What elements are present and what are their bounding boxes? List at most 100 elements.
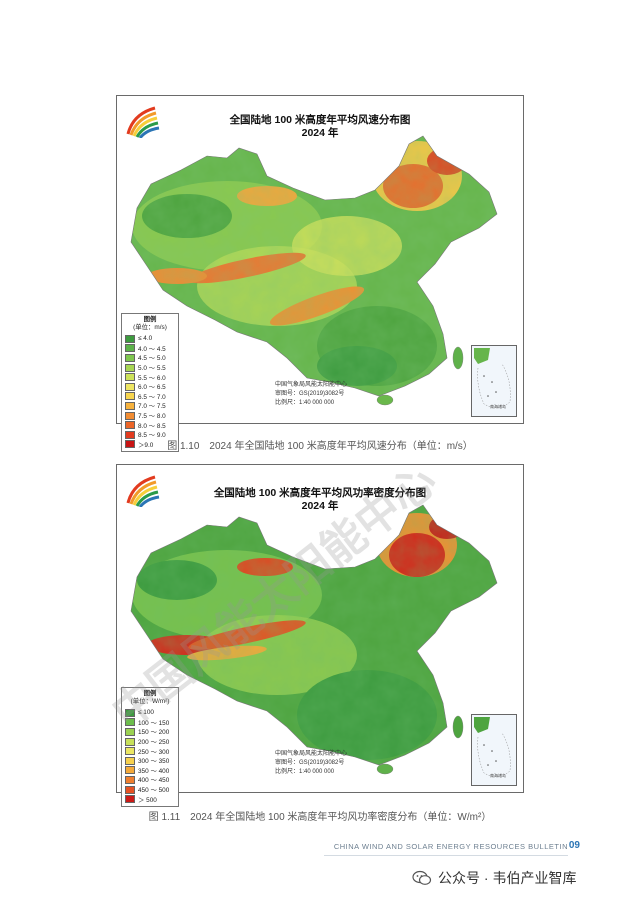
wind-speed-terrain: [130, 135, 498, 406]
map-title-line1: 全国陆地 100 米高度年平均风速分布图: [229, 114, 411, 126]
legend-swatch: [125, 392, 135, 401]
legend-item: 4.0 ～ 4.5: [125, 344, 175, 354]
legend-label: 4.0 ～ 4.5: [138, 345, 166, 353]
inset-label: 南海诸岛: [490, 404, 506, 409]
inset-label: 南海诸岛: [490, 773, 506, 778]
wind-speed-map: 全国陆地 100 米高度年平均风速分布图 2024 年 图例 (单位：m/s) …: [116, 95, 524, 453]
legend-label: 100 ～ 150: [138, 719, 170, 727]
cma-logo-icon: [126, 475, 160, 507]
legend-swatch: [125, 440, 135, 449]
legend-item: 6.5 ～ 7.0: [125, 392, 175, 402]
legend-swatch: [125, 363, 135, 372]
legend-item: 400 ～ 450: [125, 775, 175, 785]
map-title-year: 2024 年: [301, 127, 339, 139]
legend-label: 400 ～ 450: [138, 777, 170, 785]
legend-swatch: [125, 344, 135, 353]
footer-divider: [324, 855, 568, 856]
legend-title: 图例: [143, 690, 157, 697]
legend-title: 图例: [143, 316, 157, 323]
legend-rows: ≤ 4.0 4.0 ～ 4.5 4.5 ～ 5.0 5.0 ～ 5.5 5.5 ～ 6.…: [125, 334, 175, 449]
legend-label: 450 ～ 500: [138, 787, 170, 795]
map-title-year: 2024 年: [301, 500, 339, 512]
legend-label: 5.0 ～ 5.5: [138, 365, 166, 373]
legend-item: 5.0 ～ 5.5: [125, 363, 175, 373]
credit-scale: 比例尺：1:40 000 000: [275, 769, 335, 775]
legend: 图例 (单位：m/s) ≤ 4.0 4.0 ～ 4.5 4.5 ～ 5.0 5.0 ～…: [121, 313, 179, 453]
bulletin-footer: CHINA WIND AND SOLAR ENERGY RESOURCES BU…: [333, 842, 568, 851]
credit-review-number: 审图号：GS(2019)3082号: [275, 760, 345, 766]
inset-map-icon: [474, 717, 511, 777]
legend-swatch: [125, 708, 135, 717]
map-credit: 中国气象局风能太阳能中心 审图号：GS(2019)3082号 比例尺：1:40 …: [275, 381, 347, 408]
legend-item: 8.5 ～ 9.0: [125, 430, 175, 440]
legend-item: ＞9.0: [125, 440, 175, 450]
legend-label: 350 ～ 400: [138, 767, 170, 775]
legend-item: 150 ～ 200: [125, 727, 175, 737]
legend-label: 200 ～ 250: [138, 739, 170, 747]
legend-item: 100 ～ 150: [125, 718, 175, 728]
legend-swatch: [125, 373, 135, 382]
legend-swatch: [125, 737, 135, 746]
credit-org: 中国气象局风能太阳能中心: [275, 751, 348, 757]
figure-caption: 图 1.11 2024 年全国陆地 100 米高度年平均风功率密度分布（单位：W…: [148, 812, 492, 823]
legend-label: 7.0 ～ 7.5: [138, 403, 166, 411]
legend-swatch: [125, 775, 135, 784]
credit-org: 中国气象局风能太阳能中心: [275, 382, 348, 388]
legend-label: ≤ 100: [138, 709, 154, 717]
legend-swatch: [125, 401, 135, 410]
legend-label: 300 ～ 350: [138, 758, 170, 766]
south-china-sea-inset: 南海诸岛: [471, 714, 517, 786]
legend-label: 5.5 ～ 6.0: [138, 374, 166, 382]
figure-caption: 图 1.10 2024 年全国陆地 100 米高度年平均风速分布（单位：m/s）: [167, 441, 473, 452]
legend-swatch: [125, 727, 135, 736]
legend-swatch: [125, 756, 135, 765]
page-number: 09: [568, 840, 580, 851]
inset-map-icon: [474, 348, 511, 408]
wind-power-terrain: [130, 504, 498, 775]
legend-swatch: [125, 766, 135, 775]
legend-item: 6.0 ～ 6.5: [125, 382, 175, 392]
legend-label: ＞9.0: [138, 441, 154, 449]
legend-swatch: [125, 421, 135, 430]
legend-item: 200 ～ 250: [125, 737, 175, 747]
legend-rows: ≤ 100 100 ～ 150 150 ～ 200 200 ～ 250 250 ～ 30…: [125, 708, 175, 804]
legend-item: 250 ～ 300: [125, 746, 175, 756]
legend-label: 6.0 ～ 6.5: [138, 384, 166, 392]
legend-label: 150 ～ 200: [138, 729, 170, 737]
map-title-line1: 全国陆地 100 米高度年平均风功率密度分布图: [213, 487, 427, 499]
legend-swatch: [125, 747, 135, 756]
legend-label: 6.5 ～ 7.0: [138, 393, 166, 401]
south-china-sea-inset: 南海诸岛: [471, 345, 517, 417]
legend-label: ≤ 4.0: [138, 335, 153, 343]
legend-label: ＞ 500: [138, 796, 157, 804]
legend-label: 250 ～ 300: [138, 748, 170, 756]
map-credit: 中国气象局风能太阳能中心 审图号：GS(2019)3082号 比例尺：1:40 …: [275, 750, 347, 777]
legend-item: 4.5 ～ 5.0: [125, 353, 175, 363]
wechat-account-watermark: 公众号 · 韦伯产业智库: [412, 868, 576, 888]
legend-swatch: [125, 353, 135, 362]
cma-logo-icon: [126, 106, 160, 138]
legend-swatch: [125, 785, 135, 794]
legend-item: ＞ 500: [125, 794, 175, 804]
legend-label: 8.5 ～ 9.0: [138, 432, 166, 440]
credit-review-number: 审图号：GS(2019)3082号: [275, 391, 345, 397]
legend-swatch: [125, 430, 135, 439]
legend-swatch: [125, 411, 135, 420]
legend-item: 7.5 ～ 8.0: [125, 411, 175, 421]
credit-scale: 比例尺：1:40 000 000: [275, 400, 335, 406]
legend-item: 300 ～ 350: [125, 756, 175, 766]
legend-item: 350 ～ 400: [125, 766, 175, 776]
legend-unit: (单位：W/m²): [130, 698, 170, 705]
legend-unit: (单位：m/s): [133, 324, 167, 331]
map-title: 全国陆地 100 米高度年平均风速分布图 2024 年: [117, 114, 523, 140]
legend-label: 7.5 ～ 8.0: [138, 413, 166, 421]
map-title: 全国陆地 100 米高度年平均风功率密度分布图 2024 年: [117, 487, 523, 513]
legend-swatch: [125, 795, 135, 804]
wind-power-density-map: 全国陆地 100 米高度年平均风功率密度分布图 2024 年 图例 (单位：W/…: [116, 464, 524, 807]
legend-label: 8.0 ～ 8.5: [138, 422, 166, 430]
legend-swatch: [125, 334, 135, 343]
legend-item: 7.0 ～ 7.5: [125, 401, 175, 411]
account-name: 公众号 · 韦伯产业智库: [438, 870, 577, 886]
legend-item: 8.0 ～ 8.5: [125, 420, 175, 430]
legend: 图例 (单位：W/m²) ≤ 100 100 ～ 150 150 ～ 200 200 …: [121, 687, 179, 807]
